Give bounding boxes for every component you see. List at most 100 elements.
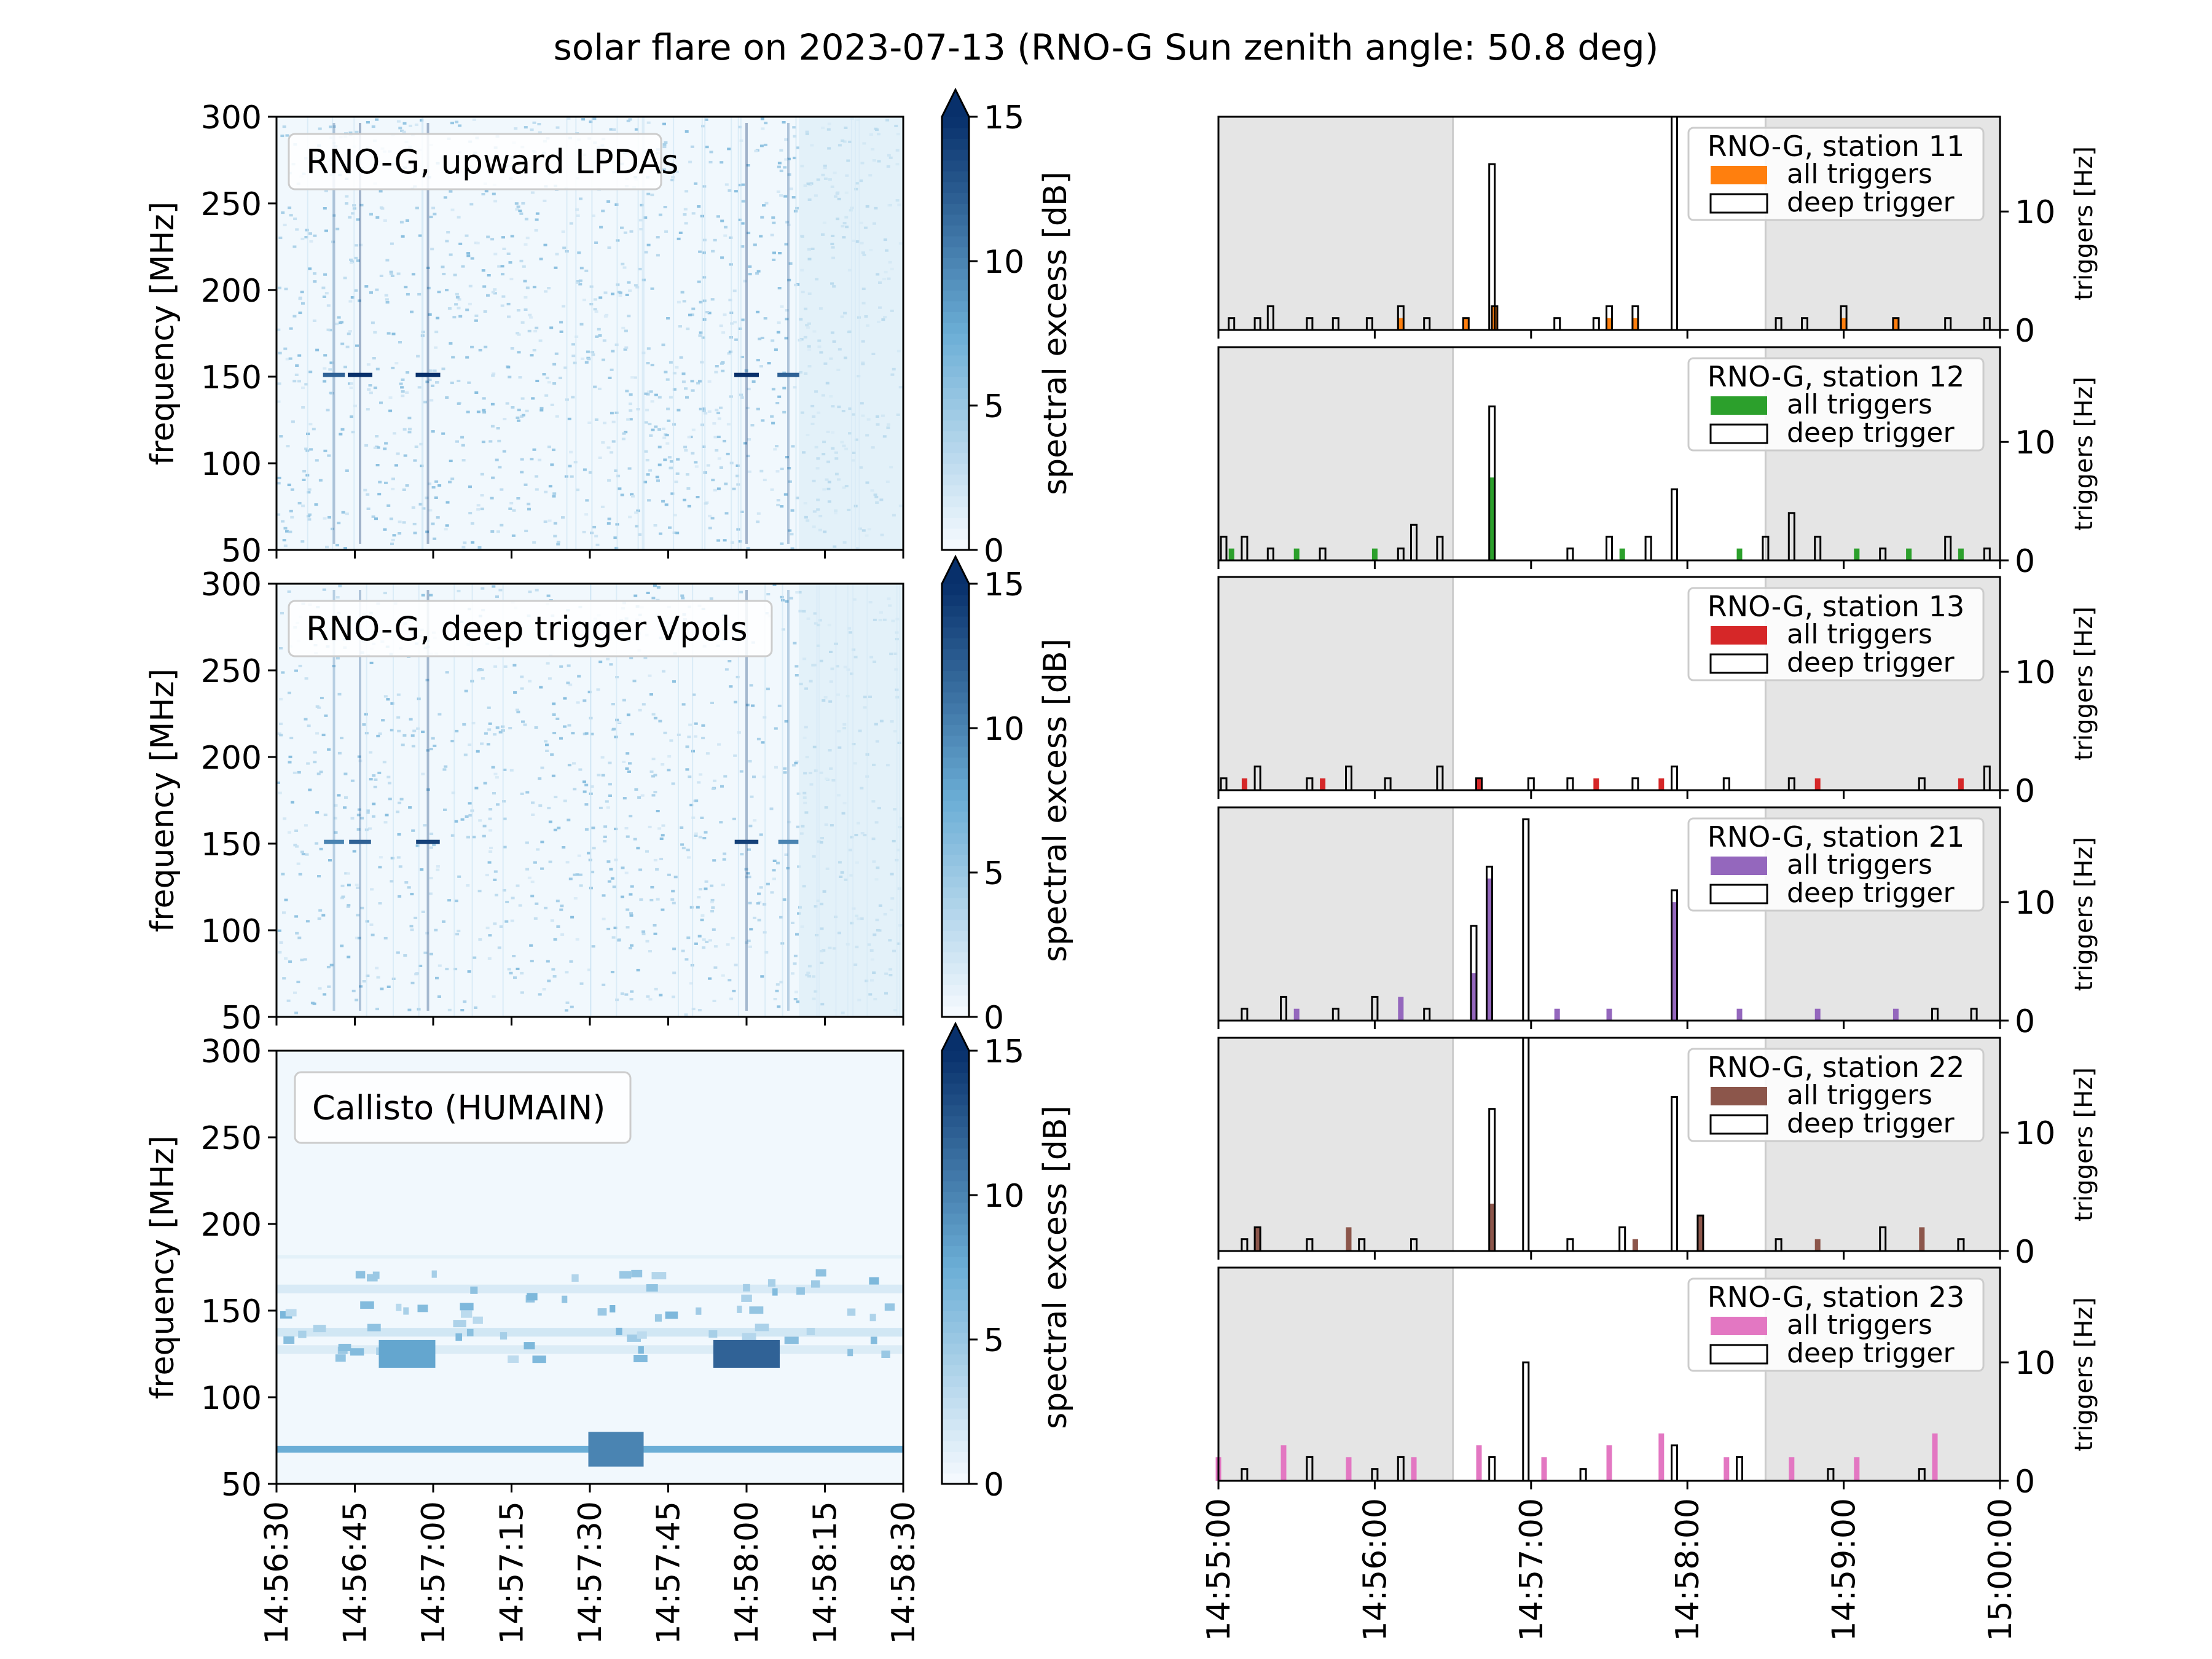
all-triggers-bar [1932,1433,1938,1481]
spectrogram-texture [276,117,903,550]
y-tick-label: 10 [2015,194,2055,231]
all-triggers-bar [1789,1457,1795,1481]
panel-label-box [288,600,773,657]
all-triggers-bar [1486,878,1492,1021]
x-tick-label: 14:56:45 [337,1501,374,1645]
all-triggers-bar [1463,318,1469,330]
y-tick-label: 100 [201,1380,262,1417]
colorbar: 0 5 10 15 spectral excess [dB] [941,1021,1074,1504]
x-tick-label: 14:59:00 [1826,1498,1863,1642]
shaded-interval [1218,577,1453,790]
all-triggers-bar [1228,548,1234,560]
feature-mark-2 [713,1339,780,1368]
shaded-interval [1218,807,1453,1021]
colorbar-frame [941,1021,970,1485]
x-tick-label: 14:55:00 [1201,1498,1237,1642]
colorbar-frame [941,87,970,551]
all-triggers-bar [1554,1008,1560,1021]
legend-box [1687,1277,1985,1372]
colorbar-frame [941,554,970,1018]
legend-box [1687,1048,1985,1142]
shaded-interval [1218,1038,1453,1251]
legend-title: RNO-G, station 21 [1708,820,1965,853]
legend-deep-trigger-label: deep trigger [1787,877,1955,909]
all-triggers-bar [1814,778,1821,790]
all-triggers-bar [1892,318,1899,330]
y-axis-label: frequency [MHz] [144,669,181,932]
feature-mark-3 [588,1432,644,1467]
all-triggers-bar [1346,1227,1352,1251]
y-tick-label: 100 [201,446,262,483]
x-tick-label: 14:58:15 [807,1501,844,1645]
plot-frame [1217,1037,2001,1252]
y-tick-label: 50 [221,533,262,570]
y-tick-label: 150 [201,826,262,863]
x-tick-label: 14:57:15 [494,1501,531,1645]
all-triggers-bar [1671,902,1677,1021]
figure-title: solar flare on 2023-07-13 (RNO-G Sun zen… [554,26,1659,68]
feature-streak-1 [332,123,335,544]
all-triggers-bar [1489,1203,1495,1251]
colorbar-tick-label: 5 [984,1322,1004,1359]
all-triggers-bar [1476,778,1482,790]
panel-label-box [294,1071,632,1144]
plot-frame [1217,806,2001,1022]
y-axis-label: frequency [MHz] [144,202,181,465]
legend-box [1687,817,1985,912]
all-triggers-bar [1814,1239,1821,1251]
all-triggers-bar [1476,1445,1482,1481]
colorbar-tick-label: 10 [984,244,1024,281]
all-triggers-bar [1736,548,1743,560]
y-tick-label: 0 [2015,1003,2035,1040]
all-triggers-bar [1255,1227,1261,1251]
all-triggers-bar [1658,1433,1665,1481]
all-triggers-bar [1293,548,1300,560]
y-tick-label: 200 [201,273,262,310]
legend-deep-trigger-label: deep trigger [1787,187,1955,218]
feature-streak-4 [745,590,748,1011]
y-axis-label: triggers [Hz] [2070,606,2098,761]
legend-all-triggers-swatch [1711,1087,1767,1105]
all-triggers-bar [1320,778,1326,790]
y-tick-label: 0 [2015,543,2035,580]
feature-mark-1 [324,839,344,844]
all-triggers-bar [1346,1457,1352,1481]
all-triggers-bar [1658,778,1665,790]
legend-deep-trigger-swatch [1709,1114,1768,1135]
spectrogram-texture [276,584,903,1017]
panel-label: Callisto (HUMAIN) [312,1089,605,1128]
all-triggers-bar [1814,1008,1821,1021]
colorbar-tick-label: 0 [984,533,1004,570]
all-triggers-bar [1892,1008,1899,1021]
y-tick-label: 0 [2015,1464,2035,1500]
feature-mark-2 [349,839,371,844]
all-triggers-bar [1606,1008,1612,1021]
legend-all-triggers-swatch [1711,857,1767,875]
plot-frame [1217,116,2001,331]
feature-mark-4 [734,839,759,844]
all-triggers-bar [1606,1445,1612,1481]
plot-frame [1217,1266,2001,1482]
colorbar-tick-label: 10 [984,1178,1024,1215]
all-triggers-bar [1958,778,1964,790]
y-axis-label: triggers [Hz] [2070,146,2098,300]
all-triggers-bar [1724,1457,1730,1481]
all-triggers-bar [1632,1239,1638,1251]
feature-mark-1 [378,1339,436,1368]
y-tick-label: 10 [2015,1345,2055,1382]
feature-streak-5 [787,123,790,544]
legend-all-triggers-swatch [1711,626,1767,645]
all-triggers-bar [1593,778,1599,790]
colorbar-extend-arrow [942,90,969,117]
feature-streak-5 [787,590,790,1011]
all-triggers-bar [1919,1227,1925,1251]
y-tick-label: 50 [221,1000,262,1037]
all-triggers-bar [1371,548,1378,560]
colorbar-tick-label: 0 [984,1000,1004,1037]
legend-box [1687,587,1985,681]
colorbar-label: spectral excess [dB] [1037,1105,1074,1429]
